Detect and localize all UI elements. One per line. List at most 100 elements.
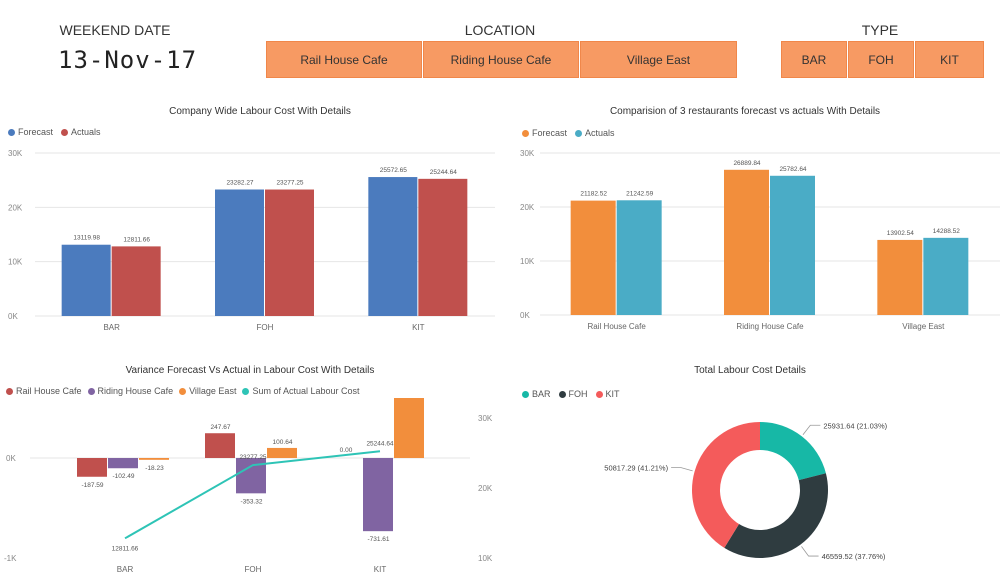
chart1-ytick: 10K	[8, 258, 23, 267]
chart1-bar-actuals	[111, 246, 161, 316]
chart1-data-label: 12811.66	[123, 236, 150, 243]
chart2-xtick: Village East	[902, 322, 945, 331]
chart3-legend-riding-label: Riding House Cafe	[97, 386, 174, 396]
chart2-title: Comparision of 3 restaurants forecast vs…	[609, 106, 881, 117]
chart4-leader-line	[801, 546, 819, 557]
chart1-data-label: 23282.27	[226, 179, 253, 186]
chart3-data-label: 247.67	[211, 424, 231, 431]
chart3-bar	[363, 458, 393, 532]
chart2-data-label: 14288.52	[933, 228, 960, 235]
chart1-bar-forecast	[61, 244, 111, 316]
slicer-type-kit[interactable]: KIT	[915, 41, 984, 78]
chart2-ytick: 10K	[520, 257, 535, 266]
chart2-legend-forecast[interactable]: Forecast	[522, 128, 567, 138]
chart2-bar-forecast	[724, 169, 769, 315]
chart4-data-label: 46559.52 (37.76%)	[822, 552, 886, 561]
chart2-legend-actuals-label: Actuals	[585, 128, 615, 138]
chart4-legend-bar[interactable]: BAR	[522, 389, 551, 399]
weekend-date-label: WEEKEND DATE	[59, 22, 171, 38]
slicer-location-rail-house-cafe[interactable]: Rail House Cafe	[266, 41, 422, 78]
chart3-bar	[77, 458, 107, 477]
weekend-date-value: 13-Nov-17	[58, 46, 198, 74]
chart1-legend-forecast-label: Forecast	[18, 127, 54, 137]
chart1-xtick: BAR	[103, 323, 120, 332]
chart3-bar	[267, 447, 297, 458]
chart3-xtick: KIT	[374, 565, 387, 574]
chart1-xtick: KIT	[412, 323, 425, 332]
chart3-line-label: 23277.25	[239, 454, 266, 461]
chart3-ytick-left: 0K	[6, 454, 16, 463]
chart1-ytick: 0K	[8, 312, 18, 321]
chart3-line-sum-actual	[124, 450, 381, 540]
chart2-data-label: 21242.59	[626, 190, 653, 197]
chart2-xtick: Riding House Cafe	[736, 322, 804, 331]
chart4-legend-foh-label: FOH	[568, 389, 588, 399]
chart3-legend-village-label: Village East	[189, 386, 237, 396]
chart4-legend: BAR FOH KIT	[522, 389, 620, 399]
chart3-bar	[394, 398, 424, 458]
chart3-bar	[108, 458, 138, 469]
chart3-data-label: -102.49	[112, 473, 134, 480]
chart1-bar-actuals	[265, 189, 314, 316]
chart4-data-label: 25931.64 (21.03%)	[823, 421, 887, 430]
chart1-legend-actuals-label: Actuals	[71, 127, 101, 137]
chart3-extra-label: 0.00	[340, 447, 353, 454]
chart2-bar-actuals	[770, 175, 815, 315]
chart2-legend: Forecast Actuals	[522, 128, 615, 138]
chart4-slice-foh	[724, 473, 828, 558]
slicer-type-bar[interactable]: BAR	[781, 41, 847, 78]
chart1-legend-actuals[interactable]: Actuals	[61, 127, 101, 137]
chart3-data-label: -353.32	[240, 498, 262, 505]
chart1-ytick: 30K	[8, 149, 23, 158]
chart3-legend-sum-label: Sum of Actual Labour Cost	[252, 386, 360, 396]
chart1-title: Company Wide Labour Cost With Details	[169, 106, 351, 117]
type-label: TYPE	[861, 22, 899, 38]
chart3-ytick-right: 30K	[478, 414, 493, 423]
chart1-bar-actuals	[418, 178, 468, 316]
chart3-legend: Rail House Cafe Riding House Cafe Villag…	[6, 386, 360, 396]
chart3-data-label: -731.61	[367, 536, 389, 543]
chart2-ytick: 20K	[520, 203, 535, 212]
location-label: LOCATION	[464, 22, 536, 38]
chart4-leader-line	[671, 467, 693, 472]
chart3-title: Variance Forecast Vs Actual in Labour Co…	[125, 365, 375, 376]
slicer-type-foh[interactable]: FOH	[848, 41, 914, 78]
chart3-legend-sum[interactable]: Sum of Actual Labour Cost	[242, 386, 360, 396]
chart1-legend: Forecast Actuals	[8, 127, 101, 137]
chart3-line-label: 12811.66	[112, 545, 139, 552]
chart3-legend-rail-label: Rail House Cafe	[16, 386, 82, 396]
chart1-data-label: 23277.25	[276, 180, 303, 187]
chart4-data-label: 50817.29 (41.21%)	[604, 464, 668, 473]
chart4-legend-foh[interactable]: FOH	[558, 389, 588, 399]
chart2-data-label: 25782.64	[779, 166, 806, 173]
chart4-legend-kit[interactable]: KIT	[595, 389, 620, 399]
chart1-svg: 0K 10K 20K 30K 13119.98 12811.66 BAR 23282.27 23…	[8, 149, 495, 332]
chart3-data-label: 100.64	[273, 439, 293, 446]
chart1-xtick: FOH	[257, 323, 274, 332]
chart3-legend-rail[interactable]: Rail House Cafe	[6, 386, 82, 396]
chart2-legend-actuals[interactable]: Actuals	[575, 128, 615, 138]
chart4-legend-bar-label: BAR	[532, 389, 551, 399]
chart1-data-label: 25572.65	[380, 167, 407, 174]
chart1-legend-forecast[interactable]: Forecast	[8, 127, 53, 137]
chart3-svg: 0K -1K 30K 20K 10K -187.59 -102.49 -18.23 BAR 247…	[4, 398, 493, 574]
chart1-data-label: 25244.64	[430, 169, 457, 176]
chart3-ytick-right: 20K	[478, 484, 493, 493]
chart2-bar-actuals	[923, 237, 969, 315]
chart1-ytick: 20K	[8, 203, 23, 212]
chart1-bar-forecast	[215, 189, 264, 316]
chart3-legend-riding[interactable]: Riding House Cafe	[87, 386, 174, 396]
chart2-ytick: 0K	[520, 311, 530, 320]
slicer-location-village-east[interactable]: Village East	[580, 41, 737, 78]
chart3-ytick-left: -1K	[4, 554, 17, 563]
chart2-bar-actuals	[616, 200, 662, 315]
chart1-data-label: 13119.98	[73, 235, 100, 242]
chart2-xtick: Rail House Cafe	[588, 322, 647, 331]
chart3-line-label: 25244.64	[366, 440, 393, 447]
chart3-legend-village[interactable]: Village East	[179, 386, 236, 396]
slicer-location-riding-house-cafe[interactable]: Riding House Cafe	[423, 41, 579, 78]
chart2-legend-forecast-label: Forecast	[532, 128, 568, 138]
chart3-data-label: -187.59	[81, 482, 103, 489]
chart3-data-label: -18.23	[145, 465, 164, 472]
chart3-xtick: BAR	[117, 565, 134, 574]
